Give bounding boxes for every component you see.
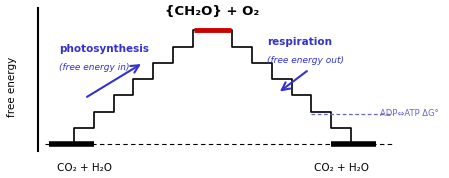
- Text: photosynthesis: photosynthesis: [59, 44, 150, 54]
- Text: CO₂ + H₂O: CO₂ + H₂O: [314, 163, 369, 173]
- Text: (free energy out): (free energy out): [267, 56, 344, 65]
- Text: respiration: respiration: [267, 37, 332, 47]
- Text: {CH₂O} + O₂: {CH₂O} + O₂: [166, 5, 260, 18]
- Text: ADP⇔ATP ΔG°: ADP⇔ATP ΔG°: [380, 109, 439, 118]
- Text: CO₂ + H₂O: CO₂ + H₂O: [57, 163, 111, 173]
- Text: (free energy in): (free energy in): [59, 63, 130, 72]
- Text: free energy: free energy: [7, 56, 17, 117]
